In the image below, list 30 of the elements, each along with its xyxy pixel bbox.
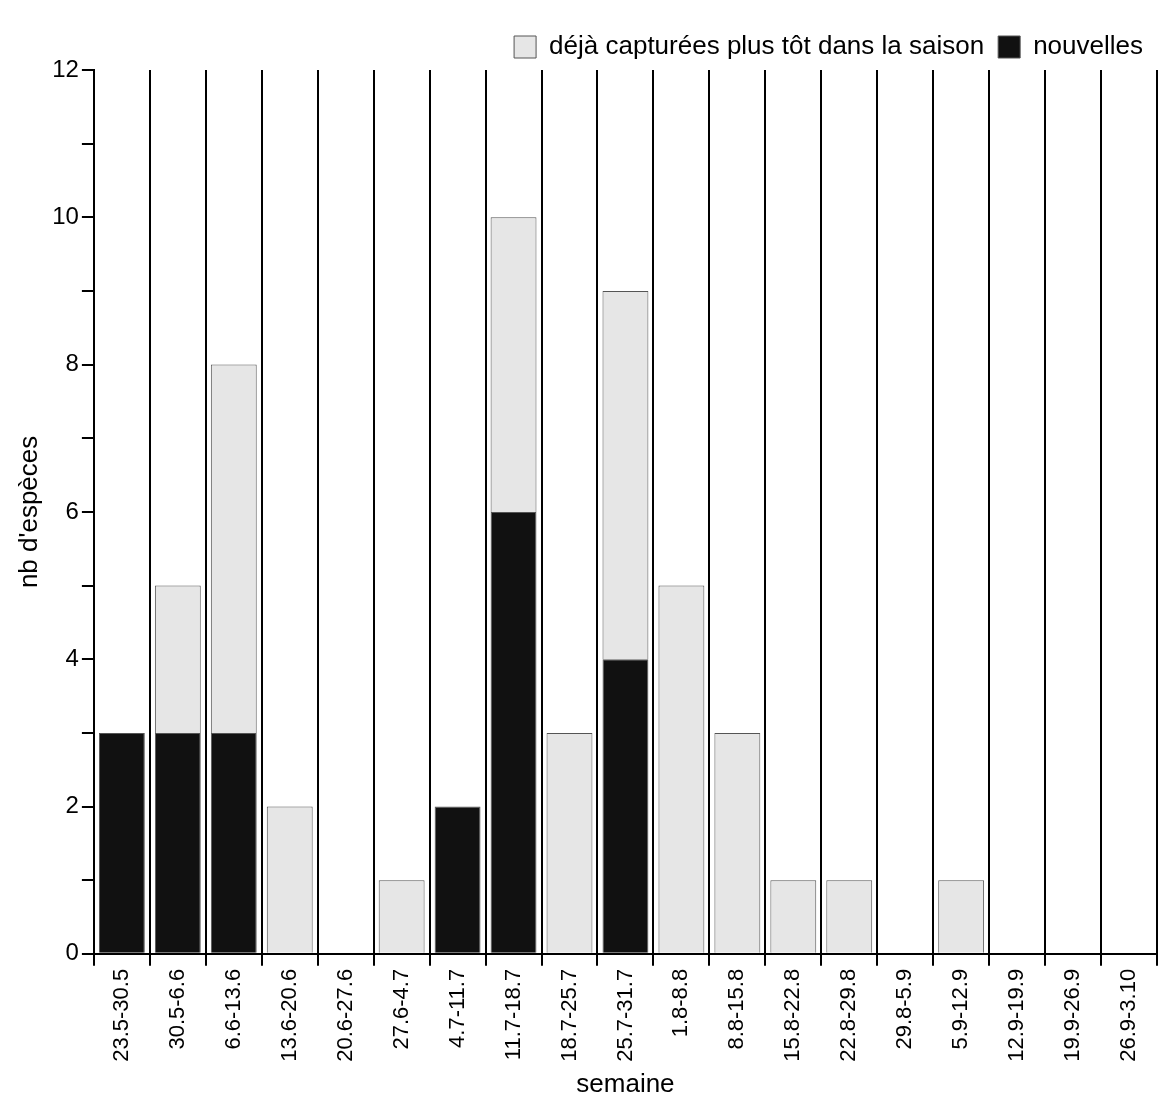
x-tick-label: 8.8-15.8: [723, 968, 749, 1050]
x-tick-label: 1.8-8.8: [667, 968, 693, 1038]
x-axis-title: semaine: [576, 1067, 675, 1098]
x-tick-label: 25.7-31.7: [611, 968, 637, 1062]
y-tick-label: 4: [65, 643, 79, 671]
y-tick-label: 8: [65, 349, 79, 377]
y-tick-label: 10: [52, 201, 79, 229]
legend-label: déjà capturées plus tôt dans la saison: [549, 30, 985, 61]
x-tick-label: 5.9-12.9: [947, 968, 973, 1050]
legend-label: nouvelles: [1033, 30, 1144, 61]
x-tick-label: 27.6-4.7: [387, 968, 413, 1050]
y-axis-title: nb d'espèces: [12, 435, 43, 589]
x-tick-label: 12.9-19.9: [1003, 968, 1029, 1062]
x-tick-label: 19.9-26.9: [1059, 968, 1085, 1062]
y-tick-label: 2: [65, 791, 79, 819]
y-tick-label: 12: [52, 54, 79, 82]
x-tick-label: 4.7-11.7: [443, 968, 469, 1048]
y-tick-label: 0: [65, 938, 79, 966]
x-tick-label: 15.8-22.8: [779, 968, 805, 1062]
x-tick-label: 22.8-29.8: [835, 968, 861, 1062]
y-tick-label: 6: [65, 496, 79, 524]
x-tick-label: 18.7-25.7: [555, 968, 581, 1062]
x-tick-label: 26.9-3.10: [1115, 968, 1141, 1062]
x-tick-label: 23.5-30.5: [107, 968, 133, 1062]
x-tick-label: 29.8-5.9: [891, 968, 917, 1050]
x-tick-label: 11.7-18.7: [499, 968, 525, 1061]
x-tick-label: 20.6-27.6: [331, 968, 357, 1062]
x-tick-label: 13.6-20.6: [275, 968, 301, 1062]
x-tick-label: 6.6-13.6: [219, 968, 245, 1050]
x-tick-label: 30.5-6.6: [163, 968, 189, 1050]
